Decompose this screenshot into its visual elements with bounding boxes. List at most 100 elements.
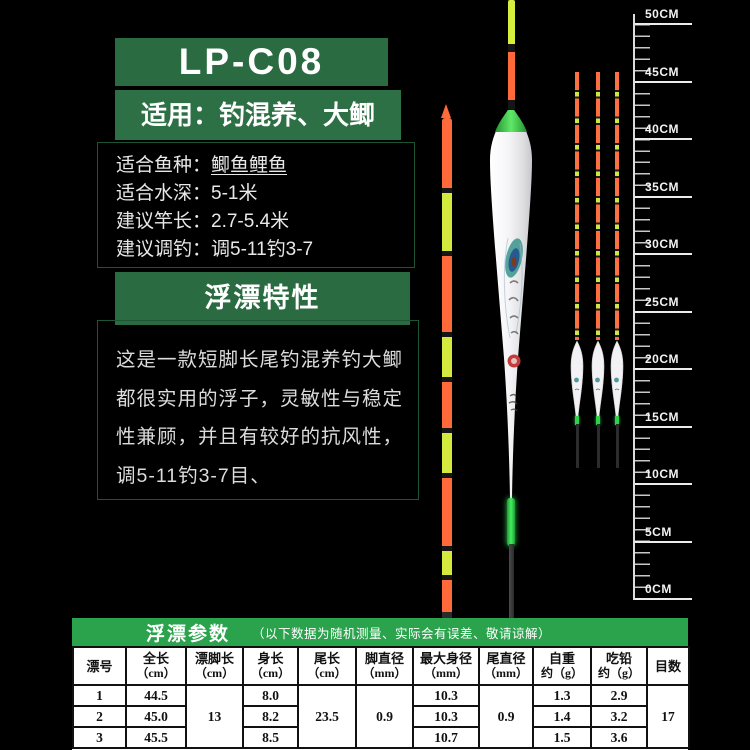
tick-label: 20CM [645, 352, 680, 366]
cell-body-length: 8.0 [242, 684, 299, 707]
table-header-row: 漂号 全长 （cm） 漂脚长 （cm） 身长 （cm） 尾长 （cm） 脚直径 （mm） … [72, 646, 690, 686]
float-foot-stem [508, 544, 514, 618]
tick-label: 40CM [645, 122, 680, 136]
col-header-lead-capacity: 吃铅 约（g） [590, 646, 648, 686]
float-tail [507, 0, 515, 110]
cell-no: 1 [72, 684, 127, 707]
spec-value: 2.7-5.4米 [211, 211, 290, 232]
cell-body-length: 8.5 [242, 726, 299, 749]
float-photo-small-3 [609, 72, 625, 472]
spec-label: 适合水深： [116, 183, 212, 204]
float-foot-glow [575, 416, 579, 425]
ruler-tick-25: 25CM [635, 294, 692, 313]
float-tail [575, 72, 579, 340]
cell-weight: 1.3 [532, 684, 592, 707]
float-tail [596, 72, 600, 340]
ruler-tick-15: 15CM [635, 409, 692, 428]
float-foot-glow [507, 498, 515, 546]
cell-tail-diameter-merged: 0.9 [478, 684, 534, 749]
table-note: （以下数据为随机测量、实际会有误差、敬请谅解） [252, 626, 552, 641]
calligraphy-mark [508, 393, 518, 412]
spec-value: 鲫鱼鲤鱼 [211, 155, 288, 176]
cell-no: 3 [72, 726, 127, 749]
cell-marks-merged: 17 [646, 684, 690, 749]
ruler: 50CM 45CM 40CM 35CM 30CM 25CM 20CM 15CM … [633, 7, 705, 600]
float-foot-stem [596, 424, 600, 468]
applicable-banner: 适用：钓混养、大鲫 [115, 90, 401, 140]
ruler-tick-40: 40CM [635, 121, 692, 140]
spec-label: 建议竿长： [116, 211, 212, 232]
spec-row-depth: 适合水深：5-1米 [116, 180, 414, 208]
ruler-tick-45: 45CM [635, 64, 692, 83]
float-photo-small-2 [590, 72, 606, 472]
spec-value: 调5-11钓3-7 [211, 239, 314, 260]
float-body [610, 340, 624, 418]
table-row-3: 3 45.5 8.5 10.7 1.5 3.6 [72, 726, 689, 749]
table-row-2: 2 45.0 8.2 10.3 1.4 3.2 [72, 705, 689, 728]
col-header-body-length: 身长 （cm） [242, 646, 299, 686]
float-body [490, 110, 532, 498]
col-header-weight: 自重 约（g） [532, 646, 592, 686]
float-foot-stem [615, 424, 619, 468]
table-row-1: 1 44.5 13 8.0 23.5 0.9 10.3 0.9 1.3 2.9 … [72, 684, 690, 749]
tick-label: 5CM [645, 524, 672, 539]
spec-value: 5-1米 [211, 183, 258, 204]
cell-lead: 2.9 [590, 684, 648, 707]
float-parameters-table: 漂号 全长 （cm） 漂脚长 （cm） 身长 （cm） 尾长 （cm） 脚直径 （mm） … [72, 646, 690, 749]
tick-label: 35CM [645, 179, 680, 194]
ruler-tick-35: 35CM [635, 179, 692, 198]
table-title: 浮漂参数 [146, 623, 231, 645]
cell-foot-diameter-merged: 0.9 [355, 684, 414, 749]
col-header-tail-length: 尾长 （cm） [297, 646, 357, 686]
feature-description: 这是一款短脚长尾钓混养钓大鲫都很实用的浮子，灵敏性与稳定性兼顾，并且有较好的抗风… [97, 320, 419, 500]
spec-label: 建议调钓： [116, 239, 212, 260]
float-shoulder-green [495, 110, 527, 132]
table-title-bar: 浮漂参数 （以下数据为随机测量、实际会有误差、敬请谅解） [72, 618, 688, 646]
cell-tail-length-merged: 23.5 [297, 684, 357, 749]
tick-label: 30CM [645, 237, 680, 251]
seal-stamp [507, 354, 521, 368]
section-header-features: 浮漂特性 [115, 272, 410, 325]
cell-max-body-diameter: 10.7 [412, 726, 480, 749]
cell-max-body-diameter: 10.3 [412, 684, 480, 707]
cell-foot-length-merged: 13 [185, 684, 244, 749]
col-header-marks: 目数 [646, 646, 690, 686]
ruler-tick-10: 10CM [635, 466, 692, 485]
col-header-foot-length: 漂脚长 （cm） [185, 646, 244, 686]
cell-body-length: 8.2 [242, 705, 299, 728]
spec-row-tuning: 建议调钓：调5-11钓3-7 [116, 236, 414, 264]
col-header-total-length: 全长 （cm） [125, 646, 187, 686]
cell-no: 2 [72, 705, 127, 728]
cell-weight: 1.4 [532, 705, 592, 728]
cell-max-body-diameter: 10.3 [412, 705, 480, 728]
model-title: LP-C08 [115, 38, 388, 86]
float-striped-shaft [441, 118, 452, 620]
ruler-tick-20: 20CM [635, 351, 692, 370]
float-tail [615, 72, 619, 340]
cell-total-length: 44.5 [125, 684, 187, 707]
float-tip [441, 104, 451, 118]
cell-lead: 3.6 [590, 726, 648, 749]
float-photo-thin [441, 104, 452, 620]
ruler-tick-0: 0CM [635, 581, 692, 600]
cell-total-length: 45.0 [125, 705, 187, 728]
tick-label: 45CM [645, 64, 680, 79]
float-photo-large [488, 0, 534, 620]
cell-total-length: 45.5 [125, 726, 187, 749]
float-body [591, 340, 605, 418]
tick-label: 25CM [645, 294, 680, 309]
float-body [570, 340, 584, 418]
ruler-tick-50: 50CM [635, 6, 692, 25]
float-foot-stem [575, 424, 579, 468]
ruler-minor-ticks [635, 14, 650, 600]
ruler-tick-5: 5CM [635, 524, 692, 543]
float-photo-small-1 [569, 72, 585, 472]
spec-list: 适合鱼种：鲫鱼鲤鱼 适合水深：5-1米 建议竿长：2.7-5.4米 建议调钓：调… [97, 142, 415, 268]
col-header-max-body-diameter: 最大身径 （mm） [412, 646, 480, 686]
spec-row-rod: 建议竿长：2.7-5.4米 [116, 208, 414, 236]
cell-lead: 3.2 [590, 705, 648, 728]
col-header-foot-diameter: 脚直径 （mm） [355, 646, 414, 686]
cell-weight: 1.5 [532, 726, 592, 749]
col-header-tail-diameter: 尾直径 （mm） [478, 646, 534, 686]
col-header-no: 漂号 [72, 646, 127, 686]
